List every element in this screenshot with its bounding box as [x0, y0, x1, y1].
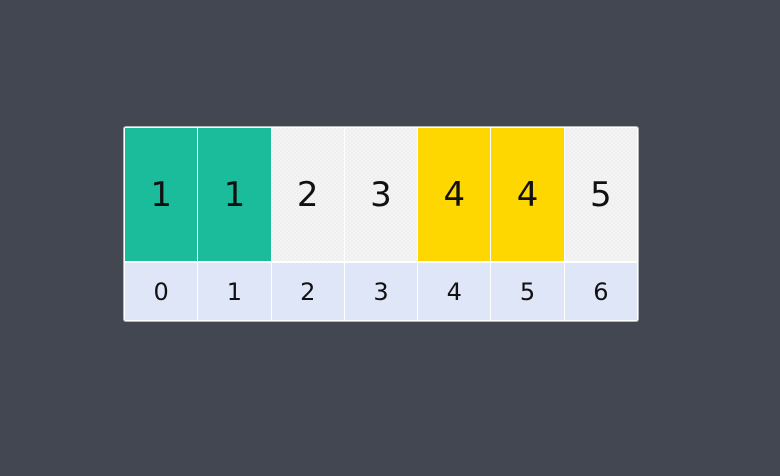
array-value-cell-0: 1 — [125, 128, 198, 261]
array-index-cell-5: 5 — [491, 263, 564, 320]
array-value-cell-4: 4 — [418, 128, 491, 261]
array-values-row: 1 1 2 3 4 4 5 — [125, 128, 637, 261]
array-value-cell-6: 5 — [564, 128, 637, 261]
array-diagram: 1 1 2 3 4 4 5 0 1 2 3 4 5 6 — [124, 127, 638, 321]
array-index-cell-1: 1 — [198, 263, 271, 320]
array-index-cell-0: 0 — [125, 263, 198, 320]
array-index-row: 0 1 2 3 4 5 6 — [125, 263, 637, 320]
array-value-cell-2: 2 — [271, 128, 344, 261]
array-index-cell-6: 6 — [564, 263, 637, 320]
array-index-cell-2: 2 — [271, 263, 344, 320]
array-value-cell-3: 3 — [344, 128, 418, 261]
array-index-cell-4: 4 — [418, 263, 491, 320]
array-value-cell-1: 1 — [198, 128, 271, 261]
array-value-cell-5: 4 — [491, 128, 564, 261]
array-index-cell-3: 3 — [344, 263, 418, 320]
